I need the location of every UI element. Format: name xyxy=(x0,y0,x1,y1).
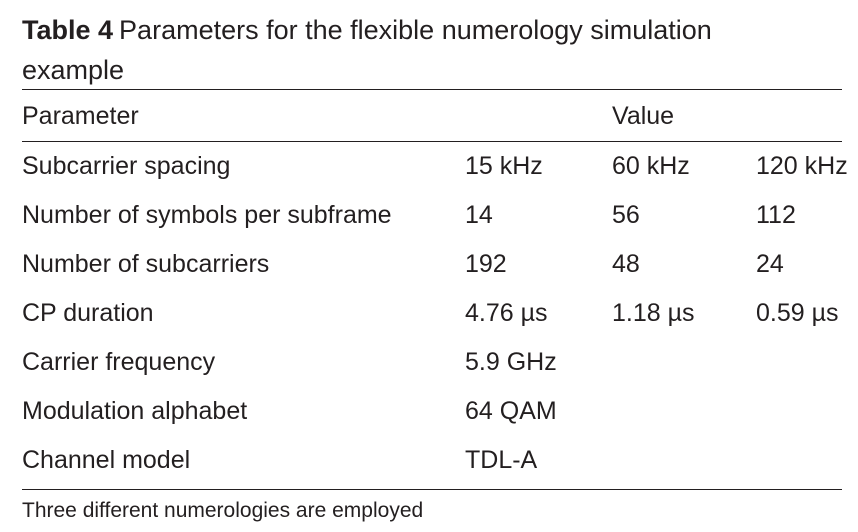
value-cell: 112 xyxy=(756,201,796,229)
header-cell: Value xyxy=(612,102,675,130)
row-label: Number of subcarriers xyxy=(22,250,270,278)
value-cell: 4.76 µs xyxy=(465,299,548,327)
value-cell: 64 QAM xyxy=(465,397,557,425)
value-cell: TDL-A xyxy=(465,446,538,474)
value-cell: 0.59 µs xyxy=(756,299,839,327)
row-label: Number of symbols per subframe xyxy=(22,201,392,229)
value-cell: 1.18 µs xyxy=(612,299,695,327)
row-label: Subcarrier spacing xyxy=(22,152,231,180)
value-cell: 14 xyxy=(465,201,493,229)
caption-text: Parameters for the flexible numerology s… xyxy=(22,15,712,85)
caption-label: Table 4 xyxy=(22,15,114,45)
caption: Table 4 Parameters for the flexible numer… xyxy=(22,10,802,90)
value-cell: 24 xyxy=(756,250,784,278)
row-label: Carrier frequency xyxy=(22,348,216,376)
value-cell: 60 kHz xyxy=(612,152,690,180)
value-cell: 48 xyxy=(612,250,640,278)
value-cell: 120 kHz xyxy=(756,152,848,180)
row-label: CP duration xyxy=(22,299,154,327)
header-cell: Parameter xyxy=(22,102,139,130)
footnote: Three different numerologies are employe… xyxy=(22,499,424,522)
header-rule xyxy=(22,141,842,142)
value-cell: 56 xyxy=(612,201,640,229)
bottom-rule xyxy=(22,489,842,490)
top-rule xyxy=(22,89,842,90)
row-label: Modulation alphabet xyxy=(22,397,248,425)
row-label: Channel model xyxy=(22,446,191,474)
value-cell: 15 kHz xyxy=(465,152,543,180)
value-cell: 5.9 GHz xyxy=(465,348,557,376)
value-cell: 192 xyxy=(465,250,507,278)
